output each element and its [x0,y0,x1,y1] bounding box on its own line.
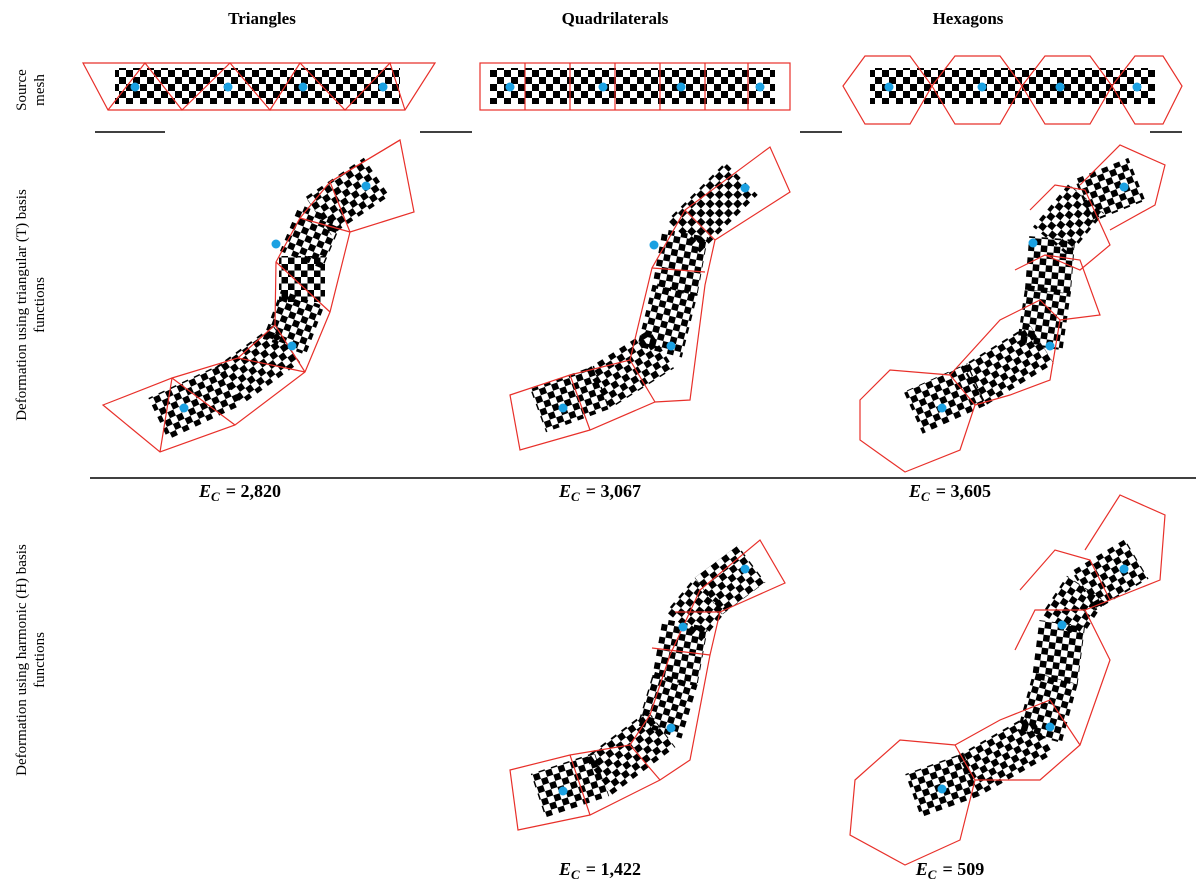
energy-subscript: C [571,489,580,504]
energy-symbol: E [915,859,928,879]
energy-value: = 3,067 [586,481,641,501]
energy-value: = 1,422 [586,859,641,879]
energy-value: = 3,605 [936,481,991,501]
control-point [1046,342,1055,351]
checker-strip [1017,285,1071,351]
energy-label: EC = 509 [915,859,984,882]
control-point [1046,723,1055,732]
energy-subscript: C [928,867,937,882]
row-label-line: functions [32,632,48,688]
energy-value: = 509 [942,859,984,879]
column-header: Quadrilaterals [562,9,669,28]
control-point [1120,183,1129,192]
control-point [650,241,659,250]
control-point [362,182,371,191]
row-label-line: Deformation using harmonic (H) basis [14,544,30,776]
energy-label: EC = 1,422 [558,859,641,882]
control-point [667,724,676,733]
column-header: Hexagons [933,9,1004,28]
control-point [288,342,297,351]
energy-symbol: E [908,481,921,501]
row-label-line: Source [14,69,30,111]
deformed-meshes [148,158,1148,818]
control-point [559,787,568,796]
control-point [272,240,281,249]
energy-label: EC = 2,820 [198,481,281,504]
control-point [1029,239,1038,248]
column-header: Triangles [228,9,296,28]
energy-label: EC = 3,605 [908,481,991,504]
control-point [559,404,568,413]
control-point [1120,565,1129,574]
energy-symbol: E [198,481,211,501]
source-meshes [83,56,1182,124]
control-point [1058,621,1067,630]
row-label-line: mesh [32,74,48,106]
control-point [667,342,676,351]
column-headers: Triangles Quadrilaterals Hexagons [228,9,1004,28]
control-point [938,785,947,794]
control-point [741,565,750,574]
energy-subscript: C [571,867,580,882]
control-point [938,404,947,413]
control-point [679,623,688,632]
energy-subscript: C [211,489,220,504]
energy-value: = 2,820 [226,481,281,501]
control-point [180,404,189,413]
row-label-line: Deformation using triangular (T) basis [14,189,30,421]
energy-label: EC = 3,067 [558,481,641,504]
row-label-line: functions [32,277,48,333]
energy-symbol: E [558,481,571,501]
figure: Triangles Quadrilaterals Hexagons Source… [0,0,1196,883]
energy-subscript: C [921,489,930,504]
energy-symbol: E [558,859,571,879]
control-point [741,184,750,193]
